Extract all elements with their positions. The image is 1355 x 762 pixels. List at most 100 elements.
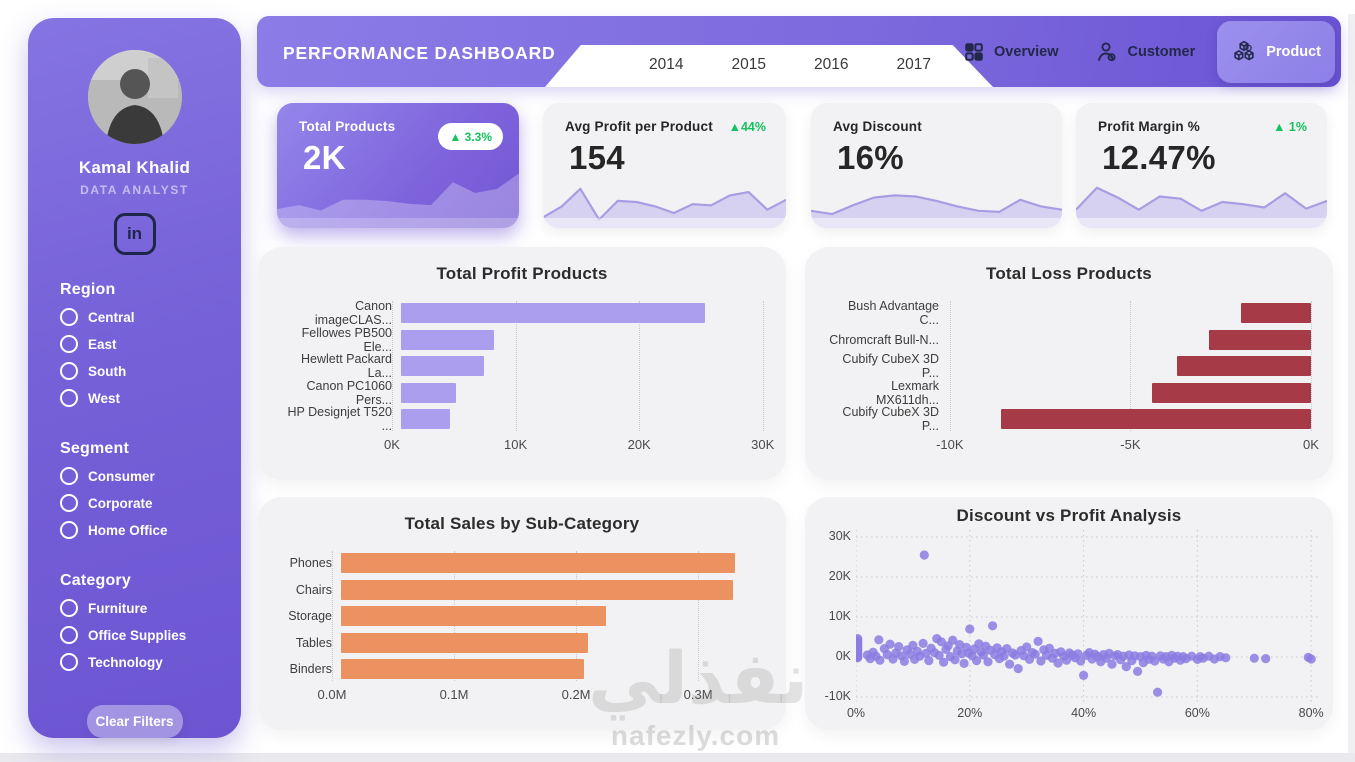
category-label: Fellowes PB500 Ele... — [301, 325, 392, 354]
kpi-sparkline — [811, 172, 1062, 228]
bar-track — [341, 631, 764, 655]
radio-option-furniture[interactable]: Furniture — [60, 599, 241, 617]
bar[interactable] — [341, 632, 589, 653]
category-label: Hewlett Packard La... — [300, 352, 392, 380]
bar[interactable] — [401, 382, 457, 403]
top-nav: Overview Customer Product — [949, 16, 1335, 87]
bar[interactable] — [1240, 303, 1311, 323]
filter-title-segment: Segment — [60, 440, 129, 457]
linkedin-icon[interactable]: in — [113, 213, 156, 255]
bar-row-hewlett-packard-la: Hewlett Packard La... — [282, 352, 764, 380]
category-label: Chromcraft Bull-N... — [829, 332, 939, 347]
kpi-value: 12.47% — [1102, 139, 1216, 176]
filter-title-category: Category — [60, 572, 131, 589]
chart-card-total-sales-by-sub-category: Total Sales by Sub-Category Phones Chairs… — [258, 497, 786, 730]
radio-button[interactable] — [60, 494, 78, 512]
radio-option-south[interactable]: South — [60, 362, 241, 380]
bar-row-hp-designjet-t520: HP Designjet T520 ... — [282, 405, 764, 433]
bar[interactable] — [341, 553, 736, 573]
scatter-points[interactable] — [856, 550, 1316, 697]
radio-button[interactable] — [60, 335, 78, 353]
x-tick-label: 0.0M — [317, 687, 347, 702]
gridline — [762, 301, 764, 431]
radio-option-label: Consumer — [88, 468, 155, 484]
clear-filters-button[interactable]: Clear Filters — [86, 705, 183, 738]
kpi-sparkline — [543, 172, 786, 228]
kpi-value: 16% — [837, 139, 904, 176]
radio-option-label: Furniture — [88, 600, 148, 616]
radio-button[interactable] — [60, 308, 78, 326]
bar-row-cubify-cubex-3d-p: Cubify CubeX 3D P... — [829, 352, 1311, 380]
profile-name: Kamal Khalid — [78, 158, 191, 177]
kpi-card-avg-profit-per-product: Avg Profit per Product 154 ▲44% — [543, 103, 786, 228]
radio-option-corporate[interactable]: Corporate — [60, 494, 241, 512]
radio-option-central[interactable]: Central — [60, 308, 241, 326]
radio-button[interactable] — [60, 521, 78, 539]
cubes-icon — [1231, 39, 1257, 65]
radio-option-office-supplies[interactable]: Office Supplies — [60, 626, 241, 644]
bar-track — [401, 301, 764, 325]
kpi-title: Total Products — [299, 119, 396, 134]
x-tick-label: 10K — [504, 437, 528, 452]
nav-item-product[interactable]: Product — [1217, 20, 1335, 83]
avatar-photo — [87, 50, 182, 144]
x-tick-label: 40% — [1071, 706, 1097, 720]
kpi-delta-badge: ▲ 3.3% — [438, 123, 503, 150]
bar[interactable] — [341, 606, 607, 626]
radio-option-label: South — [88, 363, 127, 379]
nav-item-customer[interactable]: Customer — [1081, 16, 1210, 87]
y-tick-label: 0K — [835, 649, 851, 663]
radio-option-technology[interactable]: Technology — [60, 653, 241, 671]
filter-title-region: Region — [60, 281, 116, 298]
radio-option-west[interactable]: West — [60, 389, 241, 407]
category-label: Bush Advantage C... — [847, 299, 939, 327]
radio-button[interactable] — [60, 626, 78, 644]
bar-track — [341, 604, 764, 628]
year-tab-2014[interactable]: 2014 — [649, 56, 684, 73]
year-tab-2015[interactable]: 2015 — [731, 56, 766, 73]
radio-button[interactable] — [60, 653, 78, 671]
kpi-value: 154 — [569, 139, 625, 176]
kpi-title: Avg Profit per Product — [565, 119, 713, 134]
linkedin-label: in — [126, 224, 143, 243]
radio-option-home-office[interactable]: Home Office — [60, 521, 241, 539]
sidebar: Kamal Khalid DATA ANALYST in Region Centr… — [28, 18, 241, 738]
bar[interactable] — [401, 409, 451, 429]
radio-option-label: West — [88, 390, 121, 406]
radio-button[interactable] — [60, 362, 78, 380]
bar[interactable] — [401, 329, 494, 350]
gridline — [698, 551, 700, 681]
bar[interactable] — [401, 303, 705, 323]
nav-item-overview[interactable]: Overview — [949, 16, 1073, 87]
radio-option-east[interactable]: East — [60, 335, 241, 353]
category-label: Lexmark MX611dh... — [875, 378, 939, 407]
radio-button[interactable] — [60, 599, 78, 617]
filter-group-region: Region Central East South West — [60, 281, 241, 407]
year-tab-2017[interactable]: 2017 — [896, 56, 931, 73]
radio-button[interactable] — [60, 467, 78, 485]
scatter-plot[interactable] — [856, 530, 1318, 702]
bottom-edge-strip — [0, 753, 1355, 762]
bar[interactable] — [1000, 409, 1311, 429]
bar[interactable] — [341, 659, 584, 679]
radio-option-consumer[interactable]: Consumer — [60, 467, 241, 485]
bar[interactable] — [401, 356, 485, 376]
bar[interactable] — [1177, 356, 1311, 376]
bar[interactable] — [1152, 382, 1311, 403]
bar-row-lexmark-mx611dh: Lexmark MX611dh... — [829, 378, 1311, 407]
radio-button[interactable] — [60, 389, 78, 407]
x-axis: -10K -5K 0K — [936, 437, 1319, 457]
bar[interactable] — [1208, 329, 1311, 350]
x-tick-label: 60% — [1184, 706, 1210, 720]
gridline — [332, 551, 333, 681]
gridline — [949, 301, 951, 431]
year-tab-2016[interactable]: 2016 — [814, 56, 849, 73]
radio-option-label: Central — [88, 309, 135, 325]
bar-track — [341, 551, 764, 575]
nav-item-label: Product — [1266, 43, 1321, 60]
x-tick-label: 20K — [627, 437, 651, 452]
nav-item-label: Overview — [994, 43, 1059, 60]
filter-group-segment: Segment Consumer Corporate Home Office — [60, 440, 241, 539]
bar[interactable] — [341, 579, 733, 600]
bar-row-canon-pc1060-pers: Canon PC1060 Pers... — [282, 379, 764, 407]
